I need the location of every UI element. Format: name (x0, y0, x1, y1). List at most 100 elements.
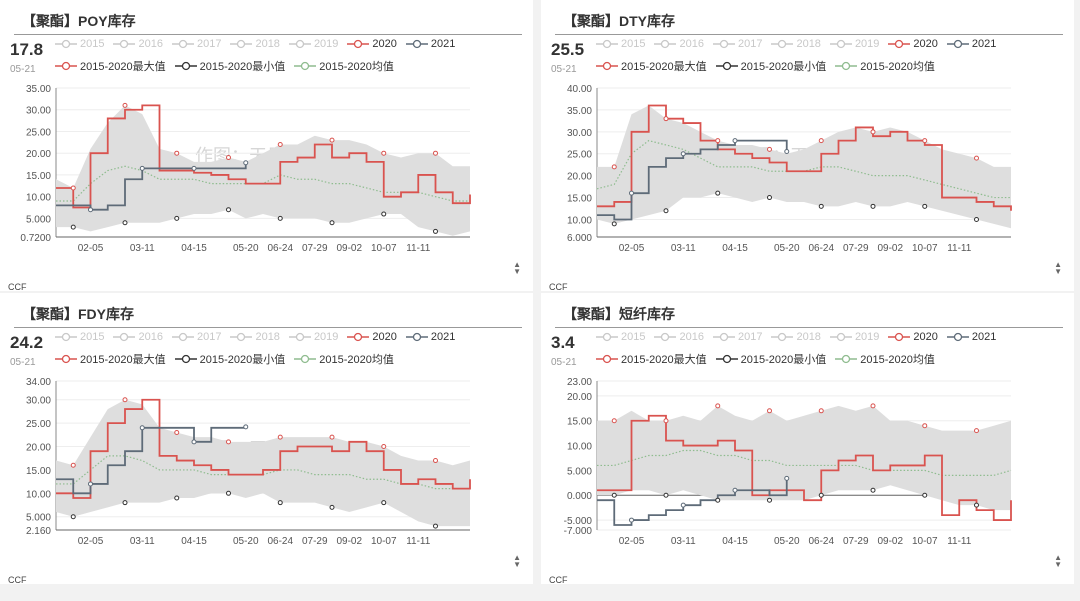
x-tick-label: 06-24 (267, 536, 293, 547)
legend-label: 2015-2020最小值 (740, 354, 827, 366)
max-point (70, 462, 76, 468)
legend-item[interactable]: 2021 (946, 331, 997, 343)
legend-item[interactable]: 2019 (288, 331, 339, 343)
scroll-spinner-icon[interactable]: ▲ ▼ (1054, 553, 1062, 569)
legend-item[interactable]: 2015-2020均值 (835, 58, 935, 74)
x-tick-label: 05-20 (774, 243, 800, 254)
legend-item[interactable]: 2018 (230, 331, 280, 343)
legend-item[interactable]: 2015-2020均值 (294, 58, 394, 74)
legend-item[interactable]: 2015-2020均值 (835, 351, 935, 367)
y-tick-label: 20.00 (26, 443, 51, 454)
legend-marker-icon (888, 332, 911, 342)
scroll-spinner-icon[interactable]: ▲ ▼ (1054, 260, 1062, 276)
legend-marker-icon (771, 39, 794, 49)
min-point (767, 195, 772, 201)
series-2021-point (139, 165, 145, 171)
legend-item[interactable]: 2015 (596, 331, 645, 343)
x-tick-label: 03-11 (671, 536, 696, 547)
scroll-spinner-icon[interactable]: ▲ ▼ (513, 553, 521, 569)
legend-item[interactable]: 2015-2020最小值 (174, 351, 286, 367)
legend-item[interactable]: 2015-2020最大值 (596, 58, 707, 74)
legend-label: 2019 (854, 38, 880, 50)
series-2021-point (139, 425, 145, 431)
min-point (922, 492, 928, 498)
legend-marker-icon (946, 332, 969, 342)
legend-item[interactable]: 2020 (888, 38, 938, 50)
legend-item[interactable]: 2016 (654, 331, 704, 343)
min-point (974, 502, 979, 508)
legend-label: 2015-2020最小值 (199, 354, 286, 366)
legend-label: 2019 (313, 331, 339, 343)
legend-label: 2018 (796, 331, 821, 343)
min-point (122, 220, 128, 226)
legend-label: 2015-2020最小值 (199, 61, 286, 73)
legend-label: 2015-2020均值 (319, 354, 394, 366)
legend-label: 2021 (971, 331, 997, 343)
legend-item[interactable]: 2017 (171, 331, 221, 343)
legend-item[interactable]: 2015-2020最小值 (174, 58, 286, 74)
series-2021-point (243, 160, 249, 166)
legend-item[interactable]: 2016 (113, 38, 163, 50)
title-divider (555, 34, 1063, 35)
min-point (922, 203, 928, 209)
scroll-spinner-icon[interactable]: ▲ ▼ (513, 260, 521, 276)
legend-item[interactable]: 2015-2020最小值 (715, 351, 827, 367)
max-point (277, 434, 283, 440)
min-point (715, 190, 721, 196)
legend-item[interactable]: 2019 (288, 38, 338, 50)
legend-item[interactable]: 2019 (829, 331, 879, 343)
series-2021-point (680, 502, 686, 508)
cut-off-label: CCF (549, 575, 568, 584)
legend-item[interactable]: 2015-2020最大值 (596, 351, 707, 367)
legend-marker-icon (715, 354, 738, 364)
max-point (767, 408, 772, 414)
legend-label: 2015-2020最大值 (621, 61, 707, 73)
legend-item[interactable]: 2020 (347, 38, 397, 50)
legend-item[interactable]: 2015-2020均值 (294, 351, 394, 367)
max-point (715, 138, 721, 144)
legend-label: 2017 (196, 38, 222, 50)
y-tick-label: 5.000 (26, 513, 51, 524)
latest-value: 25.5 (551, 40, 585, 59)
min-point (70, 514, 76, 520)
legend-item[interactable]: 2017 (712, 38, 762, 50)
y-tick-label: 2.160 (26, 526, 51, 537)
legend-item[interactable]: 2018 (230, 38, 280, 50)
x-tick-label: 05-20 (233, 536, 259, 547)
x-tick-label: 11-11 (947, 243, 972, 254)
max-point (329, 434, 335, 440)
panel-title: 【聚酯】DTY库存 (563, 13, 675, 29)
legend-label: 2020 (913, 38, 938, 50)
legend-item[interactable]: 2017 (171, 38, 222, 50)
x-tick-label: 10-07 (912, 536, 938, 547)
legend-item[interactable]: 2015 (55, 38, 104, 50)
y-tick-label: 15.00 (567, 417, 592, 428)
x-tick-label: 07-29 (843, 536, 869, 547)
min-point (381, 500, 387, 506)
legend-item[interactable]: 2017 (712, 331, 762, 343)
series-2021-point (784, 475, 790, 481)
legend-item[interactable]: 2015-2020最大值 (55, 58, 166, 74)
max-point (870, 403, 876, 409)
y-tick-label: 30.00 (567, 128, 592, 139)
legend-item[interactable]: 2018 (771, 38, 821, 50)
y-tick-label: 0.000 (567, 491, 592, 502)
legend-row: 2015-2020最大值 2015-2020最小值 2015-2020均值 (55, 58, 403, 74)
legend-item[interactable]: 2016 (113, 331, 163, 343)
legend-item[interactable]: 2019 (829, 38, 880, 50)
legend-item[interactable]: 2015-2020最大值 (55, 351, 166, 367)
legend-item[interactable]: 2018 (771, 331, 821, 343)
legend-item[interactable]: 2015-2020最小值 (715, 58, 826, 74)
min-point (226, 490, 231, 496)
legend-marker-icon (171, 332, 194, 342)
legend-item[interactable]: 2021 (405, 331, 455, 343)
legend-item[interactable]: 2015 (55, 331, 104, 343)
legend-item[interactable]: 2020 (347, 331, 397, 343)
legend-item[interactable]: 2015 (596, 38, 645, 50)
legend-item[interactable]: 2016 (654, 38, 704, 50)
chart-plot: 40.00 35.00 30.00 25.00 20.00 15.00 10.00 6.000… (567, 84, 1012, 254)
legend-item[interactable]: 2021 (405, 38, 455, 50)
legend-item[interactable]: 2021 (946, 38, 996, 50)
min-point (329, 220, 335, 226)
legend-item[interactable]: 2020 (888, 331, 938, 343)
